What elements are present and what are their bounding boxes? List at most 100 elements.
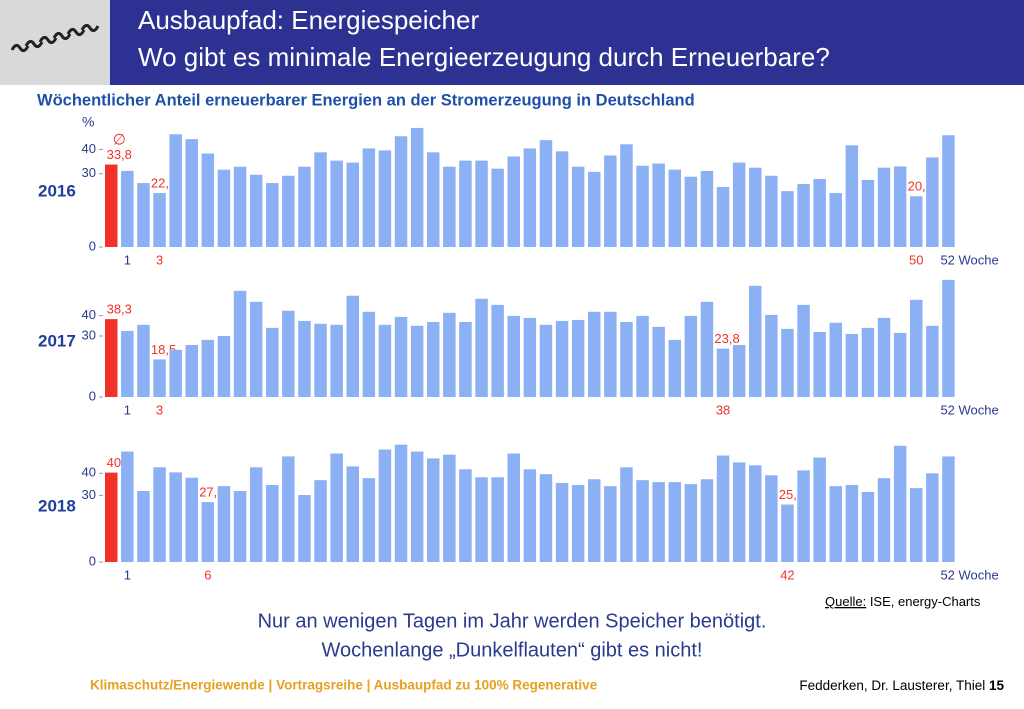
bar <box>893 445 907 562</box>
bar <box>942 279 955 397</box>
x-tick-label: 6 <box>204 567 211 582</box>
bar <box>282 175 295 247</box>
bar <box>781 328 794 397</box>
bar <box>797 184 810 247</box>
bar <box>491 304 504 397</box>
y-tick-label: 0 <box>89 388 96 403</box>
bar <box>298 320 311 397</box>
bar <box>829 322 842 397</box>
bar <box>539 140 553 247</box>
bar <box>169 349 182 397</box>
bar <box>716 186 730 247</box>
bar <box>668 339 681 397</box>
bar <box>845 145 859 247</box>
footer-right: Fedderken, Dr. Lausterer, Thiel 15 <box>799 678 1004 693</box>
bar <box>700 170 714 247</box>
bar <box>781 191 794 247</box>
bar <box>330 324 343 397</box>
bar <box>571 166 585 247</box>
bar <box>555 483 569 562</box>
bar <box>443 312 456 397</box>
bar <box>716 348 730 397</box>
bar <box>684 484 698 562</box>
source-text: ISE, energy-Charts <box>866 594 981 609</box>
bar <box>298 166 311 247</box>
bar <box>346 295 359 397</box>
bar <box>861 491 875 562</box>
bar <box>523 469 537 562</box>
average-bar <box>105 319 118 397</box>
bar <box>121 451 134 562</box>
source: Quelle: ISE, energy-Charts <box>825 594 981 609</box>
x-tick-label: 52 Woche <box>940 252 998 267</box>
y-tick-label: 40 <box>82 465 96 480</box>
bar <box>427 458 440 562</box>
bar <box>201 502 215 562</box>
y-tick-label: 30 <box>82 327 96 342</box>
bar <box>813 457 826 562</box>
bar <box>410 451 424 562</box>
bar <box>394 136 408 247</box>
bar <box>201 153 215 247</box>
page-number: 15 <box>989 678 1005 693</box>
bar <box>636 315 649 397</box>
bar <box>346 162 359 247</box>
bar <box>314 152 327 247</box>
bar <box>829 193 842 247</box>
bar <box>636 480 649 562</box>
bar <box>298 495 311 562</box>
bar <box>845 333 859 397</box>
bar <box>330 453 343 562</box>
x-tick-label: 3 <box>156 402 163 417</box>
bar <box>153 193 166 247</box>
bar <box>475 160 488 247</box>
x-tick-label: 52 Woche <box>940 567 998 582</box>
header-band <box>110 0 1024 85</box>
x-tick-label: 1 <box>124 402 131 417</box>
bar <box>765 475 778 562</box>
bar <box>217 336 231 397</box>
bar <box>427 321 440 397</box>
bar <box>459 321 472 397</box>
bar <box>877 478 891 562</box>
bar <box>282 456 295 562</box>
bar <box>910 196 923 247</box>
bar <box>121 170 134 247</box>
bar <box>185 139 198 247</box>
bar <box>732 162 746 247</box>
bar <box>330 160 343 247</box>
bar <box>765 175 778 247</box>
subtitle: Wöchentlicher Anteil erneuerbarer Energi… <box>37 91 695 109</box>
average-value-label: 33,8 <box>107 147 132 162</box>
x-tick-label: 1 <box>124 567 131 582</box>
bar <box>394 316 408 397</box>
bar <box>732 462 746 562</box>
bar <box>507 453 520 562</box>
bar <box>217 486 231 562</box>
bar <box>571 319 585 397</box>
bar <box>668 169 681 247</box>
y-tick-label: 40 <box>82 307 96 322</box>
bar <box>410 127 424 247</box>
bar <box>459 160 472 247</box>
bar <box>845 485 859 562</box>
y-tick-label: 30 <box>82 165 96 180</box>
bar <box>475 298 488 397</box>
bar <box>233 290 247 397</box>
bar <box>539 474 553 562</box>
bar <box>749 285 762 397</box>
bar <box>555 320 569 397</box>
bar <box>233 166 247 247</box>
bar <box>797 470 810 562</box>
value-label: 23,8 <box>714 331 739 346</box>
bar <box>910 299 923 397</box>
bar <box>926 473 939 562</box>
bar <box>523 148 537 247</box>
bar <box>652 326 665 397</box>
bar <box>137 491 150 562</box>
bar <box>926 157 939 247</box>
bar <box>539 324 553 397</box>
bar <box>378 150 392 247</box>
bar <box>620 467 633 562</box>
